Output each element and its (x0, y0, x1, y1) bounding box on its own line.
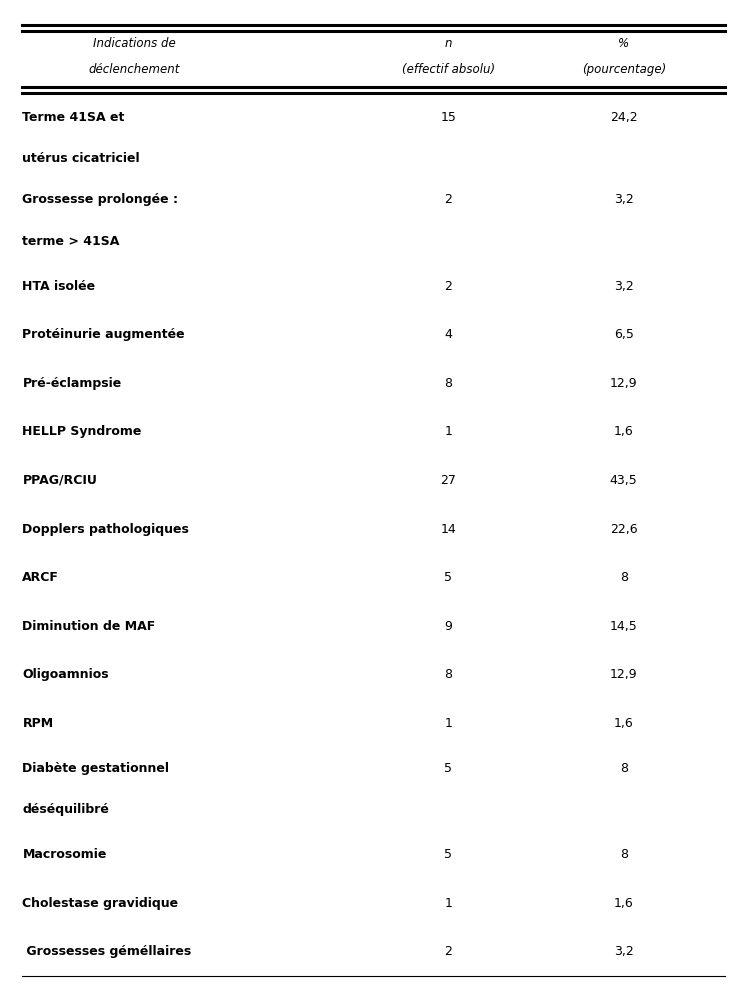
Text: 8: 8 (444, 668, 452, 681)
Text: 8: 8 (620, 849, 627, 862)
Text: 1: 1 (444, 425, 452, 438)
Text: déclenchement: déclenchement (89, 63, 180, 77)
Text: 15: 15 (440, 111, 456, 124)
Text: 4: 4 (444, 329, 452, 342)
Text: Pré-éclampsie: Pré-éclampsie (22, 376, 122, 389)
Text: utérus cicatriciel: utérus cicatriciel (22, 152, 140, 165)
Text: 22,6: 22,6 (610, 523, 637, 536)
Text: 14,5: 14,5 (610, 620, 638, 632)
Text: 12,9: 12,9 (610, 668, 637, 681)
Text: 6,5: 6,5 (614, 329, 633, 342)
Text: Diminution de MAF: Diminution de MAF (22, 620, 155, 632)
Text: 2: 2 (444, 945, 452, 958)
Text: 5: 5 (444, 762, 452, 775)
Text: 43,5: 43,5 (610, 474, 638, 487)
Text: 3,2: 3,2 (614, 193, 633, 206)
Text: Indications de: Indications de (93, 37, 176, 51)
Text: 2: 2 (444, 193, 452, 206)
Text: Cholestase gravidique: Cholestase gravidique (22, 896, 179, 909)
Text: Grossesses géméllaires: Grossesses géméllaires (22, 945, 192, 958)
Text: Protéinurie augmentée: Protéinurie augmentée (22, 329, 185, 342)
Text: 5: 5 (444, 571, 452, 584)
Text: Macrosomie: Macrosomie (22, 849, 107, 862)
Text: 8: 8 (620, 571, 627, 584)
Text: Diabète gestationnel: Diabète gestationnel (22, 762, 170, 775)
Text: 1,6: 1,6 (614, 896, 633, 909)
Text: Grossesse prolongée :: Grossesse prolongée : (22, 193, 179, 206)
Text: RPM: RPM (22, 717, 54, 730)
Text: HTA isolée: HTA isolée (22, 280, 96, 293)
Text: Terme 41SA et: Terme 41SA et (22, 111, 125, 124)
Text: n: n (444, 37, 452, 51)
Text: 8: 8 (620, 762, 627, 775)
Text: 1,6: 1,6 (614, 425, 633, 438)
Text: 5: 5 (444, 849, 452, 862)
Text: ARCF: ARCF (22, 571, 59, 584)
Text: PPAG/RCIU: PPAG/RCIU (22, 474, 97, 487)
Text: %: % (619, 37, 629, 51)
Text: 12,9: 12,9 (610, 376, 637, 389)
Text: 1: 1 (444, 717, 452, 730)
Text: 24,2: 24,2 (610, 111, 637, 124)
Text: 1: 1 (444, 896, 452, 909)
Text: 27: 27 (440, 474, 456, 487)
Text: 3,2: 3,2 (614, 945, 633, 958)
Text: 1,6: 1,6 (614, 717, 633, 730)
Text: 3,2: 3,2 (614, 280, 633, 293)
Text: (pourcentage): (pourcentage) (582, 63, 666, 77)
Text: 2: 2 (444, 280, 452, 293)
Text: déséquilibré: déséquilibré (22, 803, 109, 816)
Text: 14: 14 (440, 523, 456, 536)
Text: (effectif absolu): (effectif absolu) (402, 63, 495, 77)
Text: Dopplers pathologiques: Dopplers pathologiques (22, 523, 189, 536)
Text: HELLP Syndrome: HELLP Syndrome (22, 425, 142, 438)
Text: terme > 41SA: terme > 41SA (22, 235, 120, 248)
Text: Oligoamnios: Oligoamnios (22, 668, 109, 681)
Text: 9: 9 (444, 620, 452, 632)
Text: 8: 8 (444, 376, 452, 389)
